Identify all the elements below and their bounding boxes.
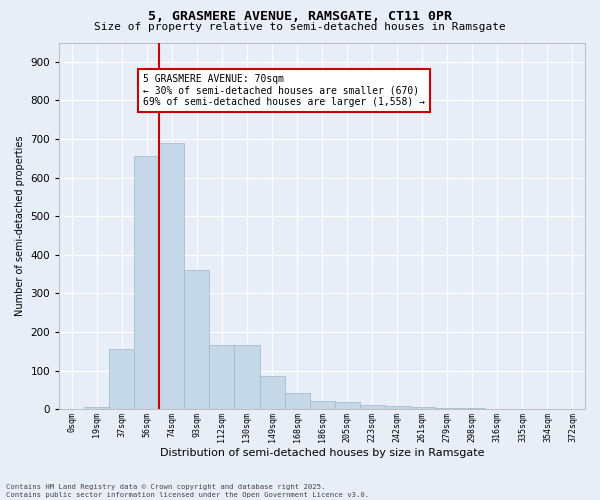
Bar: [109, 350, 134, 409]
Bar: [310, 402, 335, 409]
Bar: [335, 402, 359, 409]
X-axis label: Distribution of semi-detached houses by size in Ramsgate: Distribution of semi-detached houses by …: [160, 448, 484, 458]
Y-axis label: Number of semi-detached properties: Number of semi-detached properties: [15, 136, 25, 316]
Bar: [460, 408, 485, 409]
Bar: [134, 156, 160, 409]
Text: Contains public sector information licensed under the Open Government Licence v3: Contains public sector information licen…: [6, 492, 369, 498]
Text: Contains HM Land Registry data © Crown copyright and database right 2025.: Contains HM Land Registry data © Crown c…: [6, 484, 325, 490]
Bar: [410, 407, 435, 409]
Bar: [209, 346, 235, 409]
Bar: [184, 270, 209, 409]
Bar: [359, 406, 385, 409]
Text: 5 GRASMERE AVENUE: 70sqm
← 30% of semi-detached houses are smaller (670)
69% of : 5 GRASMERE AVENUE: 70sqm ← 30% of semi-d…: [143, 74, 425, 107]
Bar: [435, 408, 460, 409]
Bar: [160, 143, 184, 409]
Bar: [260, 376, 284, 409]
Bar: [84, 407, 109, 409]
Bar: [284, 393, 310, 409]
Bar: [235, 346, 260, 409]
Text: Size of property relative to semi-detached houses in Ramsgate: Size of property relative to semi-detach…: [94, 22, 506, 32]
Bar: [385, 406, 410, 409]
Text: 5, GRASMERE AVENUE, RAMSGATE, CT11 0PR: 5, GRASMERE AVENUE, RAMSGATE, CT11 0PR: [148, 10, 452, 23]
